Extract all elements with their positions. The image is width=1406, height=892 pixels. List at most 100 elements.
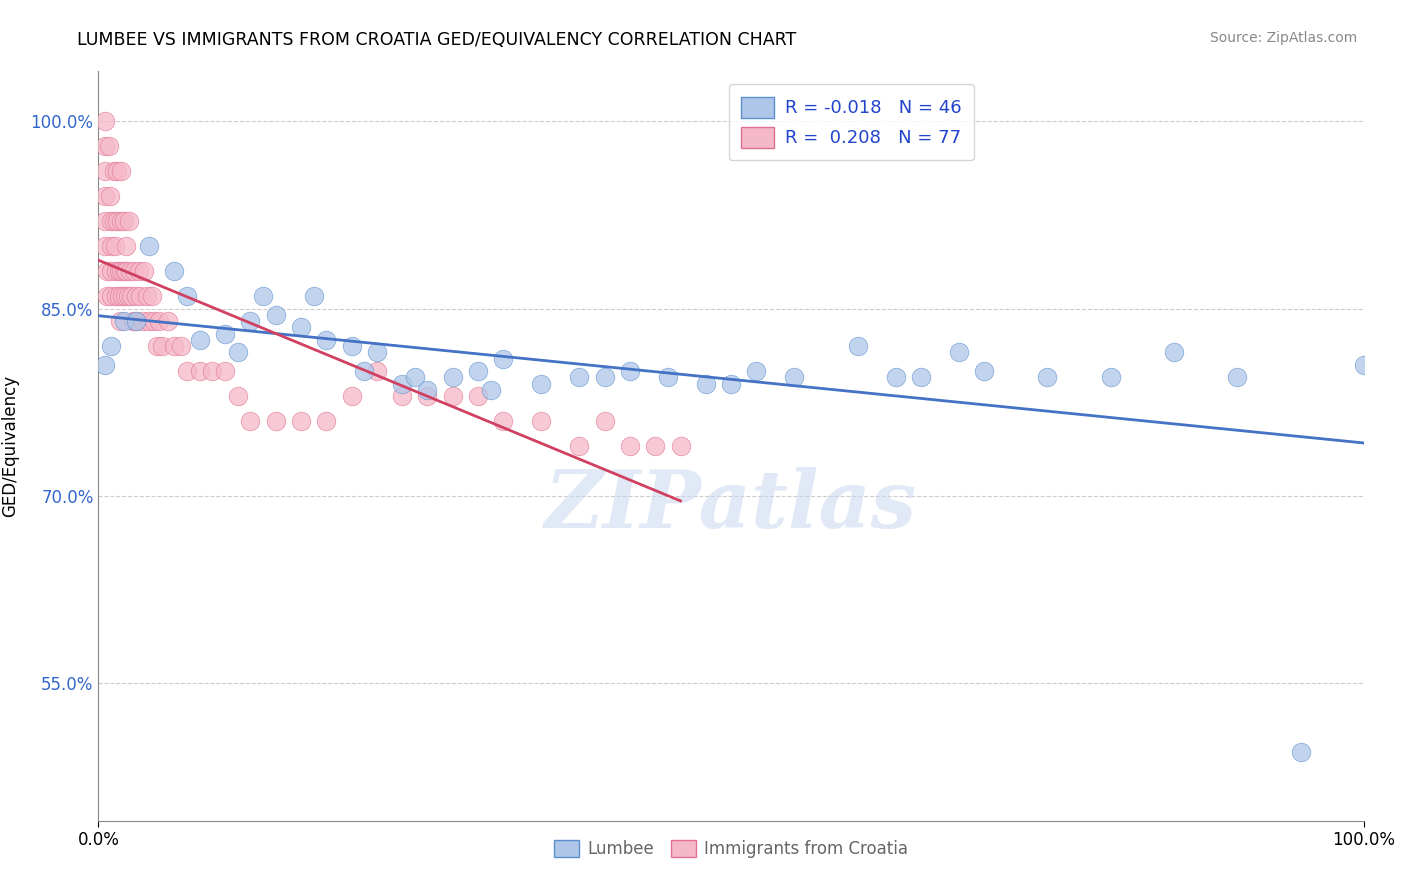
Point xyxy=(948,345,970,359)
Point xyxy=(188,333,211,347)
Point xyxy=(201,364,224,378)
Point xyxy=(340,339,363,353)
Point xyxy=(264,308,287,322)
Text: ZIPatlas: ZIPatlas xyxy=(546,467,917,545)
Point xyxy=(290,320,312,334)
Point xyxy=(100,214,122,228)
Point xyxy=(108,314,131,328)
Point xyxy=(783,370,806,384)
Point xyxy=(110,164,132,178)
Point xyxy=(669,439,692,453)
Point xyxy=(366,364,388,378)
Point xyxy=(117,289,139,303)
Text: Source: ZipAtlas.com: Source: ZipAtlas.com xyxy=(1209,31,1357,45)
Point xyxy=(110,264,132,278)
Point xyxy=(112,214,135,228)
Point xyxy=(1353,358,1375,372)
Point xyxy=(176,364,198,378)
Point xyxy=(93,139,117,153)
Point xyxy=(148,314,170,328)
Point xyxy=(141,289,163,303)
Point xyxy=(214,364,236,378)
Point xyxy=(1163,345,1185,359)
Point xyxy=(145,339,167,353)
Point xyxy=(93,164,117,178)
Point xyxy=(340,389,363,403)
Point xyxy=(103,214,125,228)
Point xyxy=(93,358,117,372)
Point xyxy=(105,289,128,303)
Point xyxy=(1036,370,1059,384)
Point xyxy=(129,289,152,303)
Point xyxy=(530,414,553,428)
Point xyxy=(115,264,138,278)
Point xyxy=(391,376,413,391)
Point xyxy=(96,264,118,278)
Point xyxy=(846,339,869,353)
Point xyxy=(143,314,166,328)
Point xyxy=(695,376,717,391)
Point xyxy=(128,264,150,278)
Point xyxy=(93,214,117,228)
Point xyxy=(226,389,249,403)
Point xyxy=(138,239,160,253)
Point xyxy=(118,214,141,228)
Point xyxy=(315,414,337,428)
Point xyxy=(114,289,136,303)
Legend: Lumbee, Immigrants from Croatia: Lumbee, Immigrants from Croatia xyxy=(547,833,915,864)
Point xyxy=(252,289,274,303)
Point xyxy=(366,345,388,359)
Point xyxy=(176,289,198,303)
Point xyxy=(492,351,515,366)
Point xyxy=(657,370,679,384)
Point xyxy=(93,114,117,128)
Point xyxy=(290,414,312,428)
Point xyxy=(910,370,932,384)
Point xyxy=(93,189,117,203)
Point xyxy=(107,214,129,228)
Point xyxy=(1289,745,1312,759)
Point xyxy=(745,364,768,378)
Point xyxy=(530,376,553,391)
Point xyxy=(441,389,464,403)
Point xyxy=(110,214,132,228)
Point xyxy=(122,264,145,278)
Point xyxy=(121,314,143,328)
Text: LUMBEE VS IMMIGRANTS FROM CROATIA GED/EQUIVALENCY CORRELATION CHART: LUMBEE VS IMMIGRANTS FROM CROATIA GED/EQ… xyxy=(77,31,797,49)
Point xyxy=(302,289,325,303)
Point xyxy=(125,314,148,328)
Point xyxy=(593,414,616,428)
Point xyxy=(226,345,249,359)
Y-axis label: GED/Equivalency: GED/Equivalency xyxy=(1,375,20,517)
Point xyxy=(115,239,138,253)
Point xyxy=(593,370,616,384)
Point xyxy=(132,264,155,278)
Point xyxy=(1226,370,1249,384)
Point xyxy=(1099,370,1122,384)
Point xyxy=(97,139,120,153)
Point xyxy=(138,314,160,328)
Point xyxy=(104,239,127,253)
Point xyxy=(416,389,439,403)
Point xyxy=(105,264,128,278)
Point xyxy=(239,414,262,428)
Point xyxy=(163,264,186,278)
Point xyxy=(619,364,641,378)
Point xyxy=(96,289,118,303)
Point xyxy=(111,289,134,303)
Point xyxy=(467,389,489,403)
Point xyxy=(100,239,122,253)
Point xyxy=(100,264,122,278)
Point xyxy=(157,314,180,328)
Point xyxy=(391,389,413,403)
Point xyxy=(100,339,122,353)
Point xyxy=(100,289,122,303)
Point xyxy=(125,289,148,303)
Point xyxy=(720,376,742,391)
Point xyxy=(239,314,262,328)
Point xyxy=(479,383,502,397)
Point xyxy=(353,364,375,378)
Point xyxy=(568,439,591,453)
Point xyxy=(132,314,155,328)
Point xyxy=(884,370,907,384)
